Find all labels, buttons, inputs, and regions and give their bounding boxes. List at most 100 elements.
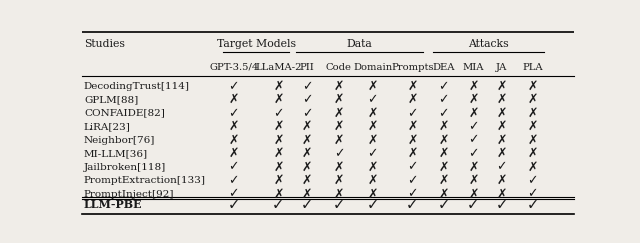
Text: ✗: ✗ [228, 134, 239, 147]
Text: ✗: ✗ [527, 93, 538, 106]
Text: ✗: ✗ [407, 147, 417, 160]
Text: DEA: DEA [432, 63, 455, 72]
Text: ✗: ✗ [333, 107, 344, 120]
Text: ✗: ✗ [468, 80, 479, 93]
Text: Target Models: Target Models [216, 39, 296, 50]
Text: ✗: ✗ [438, 134, 449, 147]
Text: ✓: ✓ [438, 80, 449, 93]
Text: ✓: ✓ [468, 120, 479, 133]
Text: ✓: ✓ [468, 147, 479, 160]
Text: ✗: ✗ [468, 174, 479, 187]
Text: ✓: ✓ [228, 80, 239, 93]
Text: ✓: ✓ [302, 107, 312, 120]
Text: ✗: ✗ [407, 93, 417, 106]
Text: ✓: ✓ [228, 188, 239, 200]
Text: ✗: ✗ [497, 120, 507, 133]
Text: ✗: ✗ [407, 120, 417, 133]
Text: ✓: ✓ [272, 197, 285, 212]
Text: ✗: ✗ [497, 107, 507, 120]
Text: ✗: ✗ [333, 80, 344, 93]
Text: Data: Data [347, 39, 372, 50]
Text: ✓: ✓ [467, 197, 479, 212]
Text: ✗: ✗ [497, 80, 507, 93]
Text: ✗: ✗ [438, 147, 449, 160]
Text: ✗: ✗ [273, 188, 284, 200]
Text: ✗: ✗ [468, 93, 479, 106]
Text: ✓: ✓ [438, 107, 449, 120]
Text: ✗: ✗ [497, 134, 507, 147]
Text: GPLM[88]: GPLM[88] [84, 95, 138, 104]
Text: PromptInject[92]: PromptInject[92] [84, 190, 175, 199]
Text: ✓: ✓ [273, 107, 284, 120]
Text: ✗: ✗ [228, 120, 239, 133]
Text: ✗: ✗ [497, 174, 507, 187]
Text: ✗: ✗ [438, 120, 449, 133]
Text: ✗: ✗ [273, 80, 284, 93]
Text: ✓: ✓ [367, 93, 378, 106]
Text: ✗: ✗ [273, 134, 284, 147]
Text: Neighbor[76]: Neighbor[76] [84, 136, 156, 145]
Text: ✗: ✗ [527, 120, 538, 133]
Text: PLA: PLA [522, 63, 543, 72]
Text: ✓: ✓ [302, 93, 312, 106]
Text: ✗: ✗ [527, 134, 538, 147]
Text: ✓: ✓ [367, 147, 378, 160]
Text: ✗: ✗ [228, 147, 239, 160]
Text: ✓: ✓ [407, 174, 417, 187]
Text: MIA: MIA [463, 63, 484, 72]
Text: Prompts: Prompts [391, 63, 433, 72]
Text: Studies: Studies [84, 39, 125, 50]
Text: ✗: ✗ [367, 107, 378, 120]
Text: LLM-PBE: LLM-PBE [84, 199, 143, 210]
Text: ✓: ✓ [228, 107, 239, 120]
Text: ✓: ✓ [406, 197, 419, 212]
Text: ✗: ✗ [497, 147, 507, 160]
Text: ✗: ✗ [407, 80, 417, 93]
Text: LLaMA-2: LLaMA-2 [255, 63, 301, 72]
Text: ✗: ✗ [273, 147, 284, 160]
Text: ✓: ✓ [438, 197, 450, 212]
Text: ✗: ✗ [367, 120, 378, 133]
Text: ✗: ✗ [367, 161, 378, 174]
Text: ✗: ✗ [302, 188, 312, 200]
Text: DecodingTrust[114]: DecodingTrust[114] [84, 82, 190, 91]
Text: ✗: ✗ [333, 93, 344, 106]
Text: ✓: ✓ [228, 174, 239, 187]
Text: ✓: ✓ [228, 161, 239, 174]
Text: ✗: ✗ [273, 93, 284, 106]
Text: ✗: ✗ [333, 134, 344, 147]
Text: ✗: ✗ [302, 161, 312, 174]
Text: ✗: ✗ [302, 134, 312, 147]
Text: ✗: ✗ [527, 147, 538, 160]
Text: ✗: ✗ [333, 188, 344, 200]
Text: ✓: ✓ [301, 197, 314, 212]
Text: ✗: ✗ [367, 134, 378, 147]
Text: ✗: ✗ [302, 147, 312, 160]
Text: ✗: ✗ [438, 174, 449, 187]
Text: ✗: ✗ [468, 107, 479, 120]
Text: ✗: ✗ [468, 161, 479, 174]
Text: LiRA[23]: LiRA[23] [84, 122, 131, 131]
Text: JA: JA [496, 63, 508, 72]
Text: ✓: ✓ [367, 197, 379, 212]
Text: ✗: ✗ [333, 174, 344, 187]
Text: ✓: ✓ [527, 197, 539, 212]
Text: Attacks: Attacks [468, 39, 509, 50]
Text: Code: Code [326, 63, 352, 72]
Text: MI-LLM[36]: MI-LLM[36] [84, 149, 148, 158]
Text: ✓: ✓ [495, 197, 508, 212]
Text: ✓: ✓ [333, 147, 344, 160]
Text: PromptExtraction[133]: PromptExtraction[133] [84, 176, 206, 185]
Text: ✗: ✗ [367, 174, 378, 187]
Text: ✗: ✗ [333, 161, 344, 174]
Text: ✗: ✗ [468, 188, 479, 200]
Text: ✓: ✓ [407, 107, 417, 120]
Text: ✗: ✗ [273, 120, 284, 133]
Text: ✗: ✗ [367, 188, 378, 200]
Text: CONFAIDE[82]: CONFAIDE[82] [84, 109, 165, 118]
Text: ✗: ✗ [302, 120, 312, 133]
Text: ✗: ✗ [527, 161, 538, 174]
Text: ✗: ✗ [228, 93, 239, 106]
Text: ✗: ✗ [527, 107, 538, 120]
Text: ✗: ✗ [302, 174, 312, 187]
